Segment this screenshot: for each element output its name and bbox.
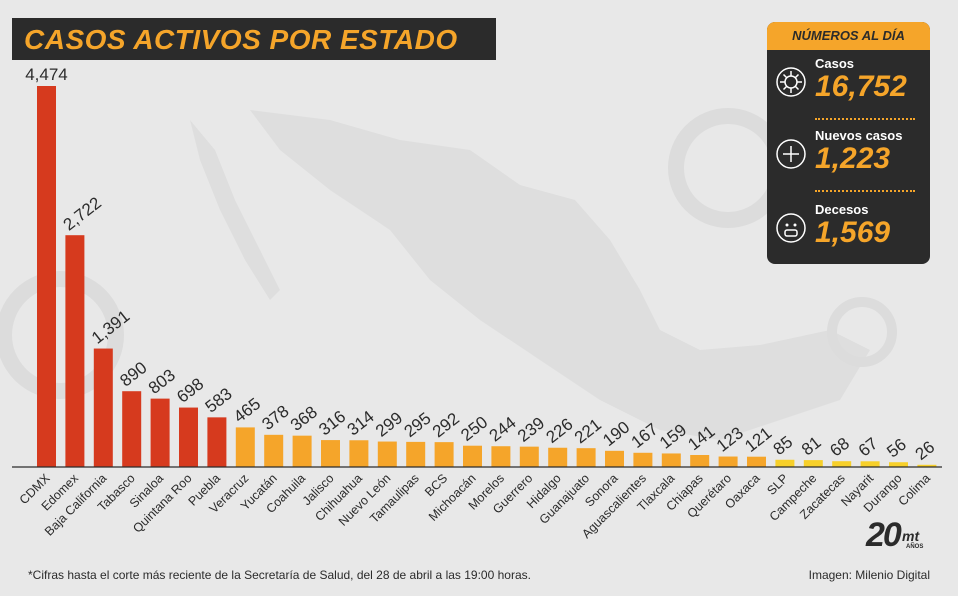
value-label-bcs: 292	[429, 409, 463, 441]
bar-colima	[917, 464, 937, 467]
map-silhouette	[250, 110, 870, 440]
bar-queretaro	[718, 456, 738, 467]
bar-yucatan	[264, 434, 284, 467]
value-label-tabasco: 890	[116, 358, 150, 390]
summary-header: NÚMEROS AL DÍA	[767, 22, 930, 50]
plus-icon	[776, 139, 806, 169]
value-label-chiapas: 141	[684, 422, 718, 454]
bar-cdmx	[37, 86, 56, 467]
stat-decesos-value: 1,569	[815, 216, 891, 249]
bar-guerrero	[519, 446, 539, 467]
virus-outline-small	[827, 297, 897, 367]
value-label-edomex: 2,722	[60, 193, 105, 234]
stat-casos-label: Casos	[815, 56, 855, 71]
virus-outline-left	[0, 271, 124, 399]
bar-hidalgo	[548, 447, 568, 467]
value-label-michoacan: 250	[457, 412, 491, 444]
divider-1	[815, 118, 915, 120]
stat-casos-value: 16,752	[815, 70, 907, 103]
logo-brand: mt	[902, 528, 920, 544]
value-label-aguascalientes: 167	[628, 419, 662, 451]
value-label-oaxaca: 121	[741, 423, 775, 455]
bar-puebla	[207, 417, 227, 467]
category-label-colima: Colima	[896, 471, 933, 508]
bar-coahuila	[292, 435, 312, 467]
bar-oaxaca	[747, 456, 766, 467]
value-label-zacatecas: 68	[826, 434, 853, 461]
milenio-20-logo: 20 mt AÑOS	[866, 516, 936, 560]
bar-nayarit	[860, 461, 880, 467]
logo-number: 20	[866, 516, 902, 554]
value-label-colima: 26	[912, 437, 939, 464]
bar-chihuahua	[349, 440, 369, 467]
bar-edomex	[65, 235, 85, 467]
bar-bcs	[434, 442, 454, 467]
value-label-nayarit: 67	[855, 434, 882, 461]
bar-quintana-roo	[179, 407, 198, 467]
bar-aguascalientes	[633, 452, 653, 467]
bar-campeche	[803, 460, 823, 467]
bar-sinaloa	[150, 398, 170, 467]
logo-sub: AÑOS	[906, 544, 924, 550]
value-label-coahuila: 368	[287, 402, 321, 434]
value-label-sonora: 190	[599, 418, 633, 450]
face-mask-icon	[776, 213, 806, 243]
stat-casos: Casos 16,752	[767, 50, 930, 120]
bar-morelos	[491, 446, 511, 467]
value-label-cdmx: 4,474	[25, 65, 68, 84]
bar-zacatecas	[832, 461, 852, 467]
baja-silhouette	[190, 120, 280, 300]
divider-2	[815, 190, 915, 192]
value-label-campeche: 81	[798, 433, 825, 460]
value-label-yucatan: 378	[258, 402, 292, 434]
bar-tlaxcala	[661, 453, 681, 467]
value-label-durango: 56	[883, 435, 910, 462]
stat-decesos-label: Decesos	[815, 202, 869, 217]
stat-decesos: Decesos 1,569	[767, 196, 930, 264]
bar-tabasco	[122, 391, 142, 467]
title-banner: CASOS ACTIVOS POR ESTADO	[12, 18, 496, 60]
value-label-chihuahua: 314	[344, 407, 378, 439]
chart-title: CASOS ACTIVOS POR ESTADO	[24, 24, 458, 55]
value-label-baja-california: 1,391	[88, 307, 133, 348]
bar-michoacan	[463, 445, 482, 467]
bar-guanajuato	[576, 448, 596, 467]
bar-durango	[889, 462, 908, 467]
bar-slp	[775, 459, 795, 467]
value-label-guerrero: 239	[514, 413, 548, 445]
summary-header-text: NÚMEROS AL DÍA	[792, 28, 905, 43]
stat-nuevos-value: 1,223	[815, 142, 891, 175]
bar-nuevo-leon	[377, 441, 397, 467]
stat-nuevos: Nuevos casos 1,223	[767, 122, 930, 192]
summary-panel: NÚMEROS AL DÍA Casos 16,752 Nuevos casos…	[767, 22, 930, 264]
image-credit: Imagen: Milenio Digital	[808, 568, 930, 582]
bar-sonora	[605, 450, 624, 467]
footnote: *Cifras hasta el corte más reciente de l…	[28, 568, 531, 582]
virus-icon	[776, 67, 806, 97]
bar-jalisco	[321, 440, 340, 467]
stat-nuevos-label: Nuevos casos	[815, 128, 903, 143]
bar-veracruz	[235, 427, 255, 467]
value-label-guanajuato: 221	[571, 415, 605, 447]
value-label-tlaxcala: 159	[656, 420, 690, 452]
bar-chiapas	[690, 454, 710, 467]
bar-baja-california	[93, 348, 113, 467]
bar-tamaulipas	[406, 441, 426, 467]
